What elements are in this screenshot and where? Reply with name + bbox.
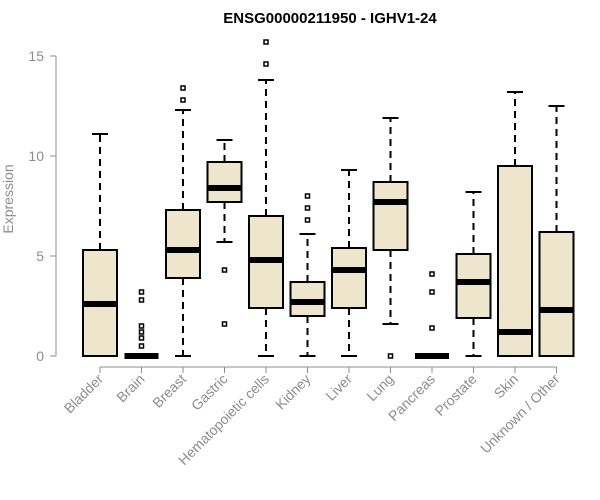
x-tick-label: Bladder <box>61 371 107 417</box>
outlier-point <box>263 61 269 67</box>
outlier-point <box>304 205 311 211</box>
outlier-point <box>138 343 145 349</box>
box-gastric <box>206 139 243 327</box>
outlier-point <box>138 329 145 335</box>
outlier-point <box>263 39 269 45</box>
outlier-point <box>138 335 145 341</box>
box-iqr <box>455 253 492 319</box>
box-skin <box>497 91 533 357</box>
box-iqr <box>206 161 243 203</box>
y-axis: 0 5 10 15 <box>28 48 57 364</box>
x-tick-label: Liver <box>322 371 355 404</box>
outlier-point <box>138 289 145 295</box>
x-tick-label: Skin <box>491 371 522 402</box>
box-lung <box>372 117 409 359</box>
outlier-point <box>304 193 311 199</box>
box-series <box>82 39 575 359</box>
box-brain <box>124 289 159 359</box>
chart-title: ENSG00000211950 - IGHV1-24 <box>223 10 437 27</box>
outlier-point <box>180 97 186 103</box>
box-iqr <box>372 181 409 251</box>
box-pancreas <box>415 271 449 359</box>
outlier-point <box>180 85 186 91</box>
box-prostate <box>455 191 492 357</box>
outlier-point <box>138 323 145 329</box>
box-unknown-other <box>538 105 575 357</box>
outlier-point <box>387 353 394 359</box>
y-tick-label: 15 <box>28 48 44 64</box>
outlier-point <box>138 297 145 303</box>
box-iqr <box>331 247 367 309</box>
box-liver <box>331 169 367 357</box>
outlier-point <box>429 325 435 331</box>
box-bladder <box>82 133 118 357</box>
y-tick-label: 10 <box>28 148 44 164</box>
x-tick-label: Breast <box>149 371 189 411</box>
x-tick-label: Brain <box>113 371 147 405</box>
y-tick-label: 5 <box>36 248 44 264</box>
box-iqr <box>538 231 575 357</box>
outlier-point <box>221 267 228 273</box>
box-kidney <box>289 193 326 357</box>
box-breast <box>165 85 201 357</box>
x-tick-label: Lung <box>363 371 396 404</box>
x-tick-label: Unknown / Other <box>477 371 563 457</box>
y-axis-label: Expression <box>0 164 16 233</box>
box-iqr <box>165 209 201 279</box>
outlier-point <box>221 321 228 327</box>
outlier-point <box>429 289 435 295</box>
x-tick-label: Prostate <box>431 371 479 419</box>
y-tick-label: 0 <box>36 348 44 364</box>
box-hematopoietic-cells <box>248 39 284 357</box>
box-iqr <box>497 165 533 357</box>
outlier-point <box>304 217 311 223</box>
outlier-point <box>429 271 435 277</box>
x-tick-label: Kidney <box>272 371 314 413</box>
